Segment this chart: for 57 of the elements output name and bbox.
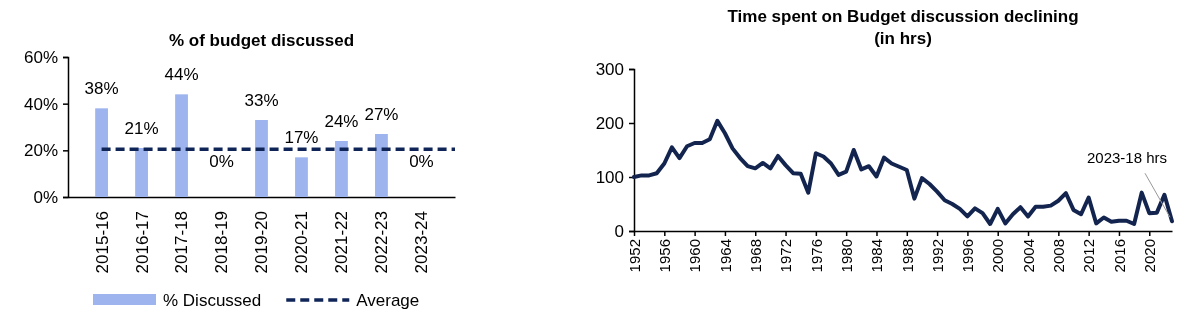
data-label: 24%: [324, 112, 359, 131]
x-tick-label: 2023-24: [412, 211, 432, 274]
x-tick-label: 1960: [686, 239, 704, 273]
x-tick-label: 1988: [898, 239, 916, 273]
data-label: 44%: [164, 65, 199, 85]
data-label: 33%: [244, 91, 279, 110]
y-tick-label: 20%: [23, 141, 58, 161]
legend-label: Average: [356, 290, 420, 310]
chart-title: Time spent on Budget discussion declining (in hrs): [727, 7, 1079, 48]
data-label: 0%: [209, 152, 234, 171]
x-tick-label: 2018-19: [212, 211, 232, 274]
x-tick-label: 2020-21: [292, 211, 312, 274]
y-tick-label: 0%: [33, 187, 58, 207]
annotation: 2023-18 hrs: [1086, 149, 1168, 167]
x-tick-label: 2022-23: [372, 211, 392, 274]
x-tick-label: 1956: [656, 239, 674, 273]
x-tick-label: 1976: [807, 239, 825, 273]
x-tick-label: 2000: [989, 239, 1007, 273]
data-label: 0%: [409, 152, 434, 171]
x-tick-label: 2016: [1110, 239, 1128, 273]
bar: [95, 108, 108, 197]
data-label: 21%: [124, 119, 159, 138]
x-tick-label: 1964: [716, 239, 734, 273]
bar: [135, 148, 148, 197]
bar: [175, 94, 188, 197]
bar: [255, 120, 268, 197]
x-tick-label: 1992: [928, 239, 946, 273]
x-tick-label: 1984: [868, 239, 886, 273]
bar: [375, 134, 388, 197]
bar: [295, 157, 308, 197]
y-tick-label: 200: [595, 113, 624, 133]
chart-title: % of budget discussed: [168, 31, 355, 50]
data-label: 38%: [84, 79, 119, 99]
y-tick-label: 300: [595, 59, 624, 79]
x-tick-label: 2019-20: [252, 211, 272, 274]
x-tick-label: 1952: [625, 239, 643, 273]
x-tick-label: 2015-16: [92, 211, 112, 274]
x-tick-label: 2008: [1050, 239, 1068, 273]
y-tick-label: 60%: [23, 47, 58, 67]
x-tick-label: 1980: [837, 239, 855, 273]
x-tick-label: 2020: [1141, 239, 1159, 273]
bar: [335, 141, 348, 197]
y-tick-label: 40%: [23, 94, 58, 114]
x-tick-label: 2004: [1019, 239, 1037, 273]
x-tick-label: 2016-17: [132, 211, 152, 274]
line-series: [632, 118, 1174, 226]
x-tick-label: 2021-22: [332, 211, 352, 274]
y-tick-label: 0: [614, 221, 624, 241]
legend-label: % Discussed: [163, 290, 262, 310]
x-tick-label: 1996: [959, 239, 977, 273]
x-tick-label: 1968: [746, 239, 764, 273]
y-tick-label: 100: [595, 167, 624, 187]
data-label: 17%: [284, 128, 319, 148]
x-tick-label: 1972: [777, 239, 795, 273]
x-tick-label: 2017-18: [172, 211, 192, 274]
x-tick-label: 2012: [1080, 239, 1098, 273]
data-label: 27%: [364, 105, 399, 124]
